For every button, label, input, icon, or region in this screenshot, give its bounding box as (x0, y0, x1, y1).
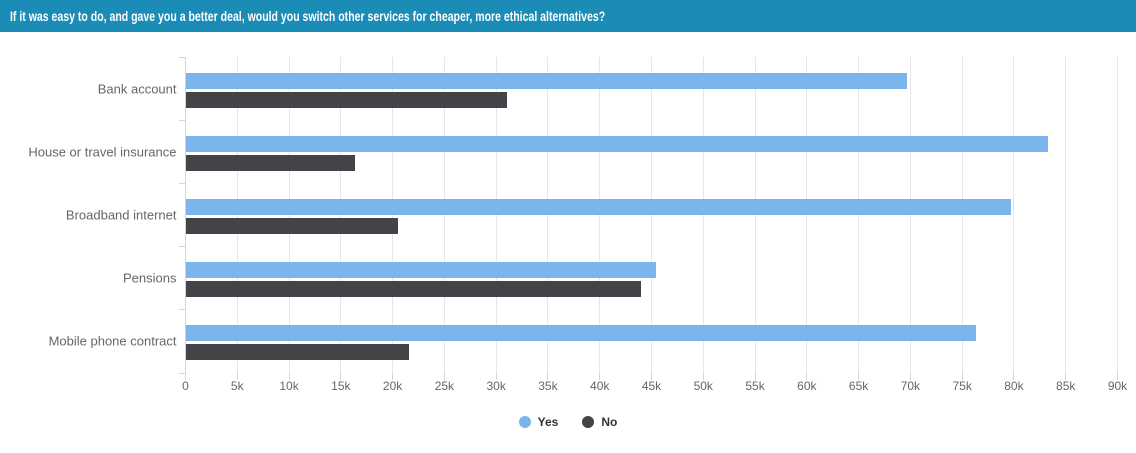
x-axis-tick (392, 373, 394, 380)
x-axis-label: 35k (538, 379, 558, 393)
bar-no-2[interactable] (186, 218, 399, 234)
x-axis-label: 65k (848, 379, 869, 393)
gridline (1013, 57, 1015, 373)
x-axis-tick (1013, 373, 1015, 380)
category-label: Pensions (123, 270, 177, 286)
gridline (806, 57, 808, 373)
x-axis-label: 85k (1056, 379, 1076, 393)
bar-no-4[interactable] (186, 344, 409, 361)
x-axis-label: 20k (382, 379, 403, 393)
gridline (702, 57, 704, 373)
x-axis-label: 15k (331, 379, 351, 393)
x-axis-label: 45k (641, 379, 662, 393)
x-axis-tick (754, 373, 756, 380)
y-axis-tick (178, 119, 186, 121)
y-axis-line (185, 57, 186, 373)
x-axis-tick (651, 373, 652, 380)
gridline (495, 57, 497, 373)
x-axis-label: 50k (693, 379, 713, 393)
x-axis-tick (599, 373, 601, 380)
x-axis-tick (340, 373, 342, 380)
gridline (754, 57, 756, 373)
question-banner: If it was easy to do, and gave you a bet… (0, 0, 1136, 32)
bar-yes-0[interactable] (186, 72, 907, 89)
x-axis-tick (443, 373, 445, 380)
y-axis-tick (178, 56, 186, 58)
legend: Yes No (0, 412, 1136, 432)
gridline (1065, 57, 1067, 373)
x-axis-label: 80k (1004, 379, 1024, 393)
bar-yes-1[interactable] (186, 135, 1048, 152)
x-axis-tick (236, 373, 238, 380)
category-label: Broadband internet (65, 207, 177, 223)
x-axis-label: 5k (230, 379, 244, 393)
bar-yes-2[interactable] (186, 199, 1012, 215)
gridline (599, 57, 601, 373)
x-axis-tick (288, 373, 290, 380)
x-axis-label: 60k (797, 379, 817, 393)
gridline (547, 57, 549, 373)
gridline (443, 57, 445, 373)
x-axis-label: 90k (1107, 379, 1128, 393)
x-axis-label: 30k (486, 379, 506, 393)
gridline (909, 57, 911, 373)
gridline (288, 57, 290, 373)
y-axis-tick (178, 372, 186, 374)
bar-yes-3[interactable] (186, 262, 657, 279)
y-axis-tick (178, 246, 186, 248)
x-axis-tick (495, 373, 497, 380)
legend-label: No (601, 415, 618, 429)
y-axis-tick (178, 309, 186, 311)
x-axis-label: 55k (745, 379, 765, 393)
x-axis-label: 10k (279, 379, 299, 393)
legend-marker-no (582, 416, 595, 428)
gridline (961, 57, 963, 373)
x-axis-tick (702, 373, 704, 380)
x-axis-tick (806, 373, 808, 380)
gridline (1117, 57, 1118, 373)
gridline (858, 57, 860, 373)
x-axis-label: 0 (182, 379, 189, 393)
x-axis-tick (858, 373, 860, 380)
x-axis-tick (961, 373, 963, 380)
x-axis-label: 25k (434, 379, 455, 393)
x-axis-tick (185, 373, 186, 380)
category-label: House or travel insurance (28, 144, 177, 160)
gridline (236, 57, 238, 373)
bar-yes-4[interactable] (186, 325, 977, 342)
legend-marker-yes (518, 416, 531, 428)
bar-no-0[interactable] (186, 91, 508, 108)
x-axis-tick (909, 373, 911, 380)
x-axis-label: 70k (900, 379, 921, 393)
x-axis-label: 75k (952, 379, 972, 393)
category-label: Bank account (97, 81, 177, 97)
question-banner-text: If it was easy to do, and gave you a bet… (10, 8, 606, 24)
bar-no-1[interactable] (186, 154, 355, 171)
gridline (651, 57, 652, 373)
gridline (340, 57, 342, 373)
x-axis-tick (1117, 373, 1118, 380)
legend-item-no[interactable]: No (582, 415, 617, 429)
x-axis-tick (1065, 373, 1067, 380)
legend-label: Yes (537, 415, 559, 429)
x-axis-tick (547, 373, 549, 380)
bar-no-3[interactable] (186, 281, 641, 298)
x-axis-label: 40k (590, 379, 610, 393)
legend-item-yes[interactable]: Yes (518, 415, 559, 429)
y-axis-tick (178, 182, 186, 184)
gridline (392, 57, 394, 373)
category-label: Mobile phone contract (48, 333, 177, 349)
